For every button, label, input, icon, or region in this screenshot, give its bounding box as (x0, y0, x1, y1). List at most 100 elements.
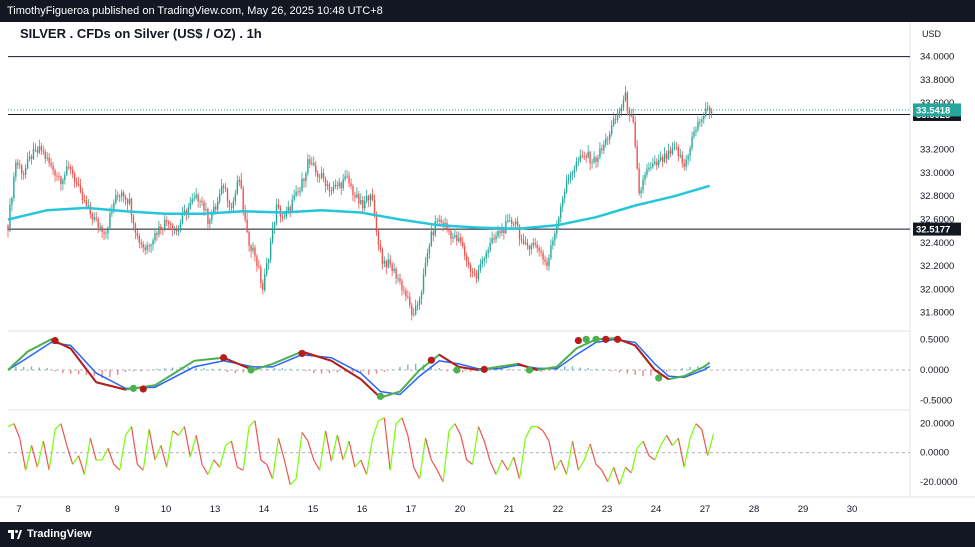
candle-body (493, 238, 495, 240)
candle-body (399, 277, 401, 282)
rsi-segment (642, 440, 650, 456)
candle-body (326, 184, 329, 187)
candle-body (120, 192, 123, 197)
crossover-dot (129, 384, 138, 392)
date-tick-label: 29 (798, 504, 809, 515)
rsi-segment (430, 459, 438, 471)
trading-chart[interactable]: 33.800033.600033.200033.000032.800032.60… (0, 0, 975, 522)
candle-body (346, 175, 348, 177)
candle-body (44, 151, 46, 159)
candle-body (246, 219, 248, 232)
candle-body (162, 228, 164, 230)
candle-body (497, 231, 499, 237)
candle-body (379, 244, 382, 250)
rsi-segment (595, 463, 603, 471)
histogram-bar (360, 370, 362, 374)
rsi-segment (77, 455, 86, 475)
candle-body (26, 159, 29, 169)
candle-body (403, 289, 405, 291)
candle-body (283, 216, 286, 218)
rsi-segment (424, 438, 432, 461)
histogram-bar (367, 370, 370, 375)
rsi-segment (295, 432, 303, 479)
candle-body (558, 217, 560, 224)
candle-body (569, 174, 572, 179)
candle-body (34, 149, 37, 150)
candle-body (514, 221, 517, 225)
candle-body (365, 195, 368, 202)
candle-body (99, 226, 101, 228)
rsi-segment (413, 467, 421, 480)
rsi-segment (113, 463, 121, 471)
candle-body (601, 148, 603, 151)
candle-body (32, 149, 35, 159)
histogram-bar (234, 370, 237, 374)
price-tick-label: 33.2000 (920, 145, 954, 156)
candle-body (667, 150, 670, 159)
candle-body (567, 178, 570, 181)
crossover-dot (427, 356, 435, 364)
candle-body (238, 179, 240, 182)
candle-body (107, 227, 109, 234)
candle-body (638, 168, 640, 194)
candle-body (636, 146, 638, 169)
candle-body (436, 220, 438, 222)
candle-body (297, 191, 299, 193)
rsi-segment (142, 429, 150, 471)
oscillator-falling-segment (458, 365, 479, 371)
candle-body (64, 174, 66, 180)
candle-body (485, 253, 487, 259)
candle-body (546, 261, 548, 267)
candle-body (520, 238, 523, 241)
price-tick-label: 32.0000 (920, 284, 954, 295)
candle-body (52, 165, 54, 171)
candle-body (650, 166, 652, 168)
histogram-bar (571, 366, 574, 370)
candle-body (469, 264, 472, 272)
currency-label[interactable]: USD (922, 29, 942, 39)
candle-body (477, 270, 480, 279)
histogram-bar (650, 370, 652, 376)
rsi-segment (172, 430, 179, 436)
candle-body (101, 226, 103, 232)
candle-body (113, 203, 115, 209)
candle-body (634, 122, 636, 147)
candle-body (195, 194, 197, 198)
rsi-segment (266, 464, 274, 480)
candle-body (526, 242, 529, 246)
candle-body (393, 268, 395, 271)
date-tick-label: 14 (259, 504, 270, 515)
rsi-segment (283, 459, 291, 485)
crossover-dot (655, 374, 663, 382)
candle-body (695, 130, 697, 132)
candle-body (362, 199, 364, 209)
rsi-segment (489, 461, 497, 475)
candle-body (191, 199, 193, 203)
rsi-segment (48, 429, 56, 471)
crossover-dot (376, 392, 384, 400)
candle-body (313, 163, 315, 166)
candle-body (289, 206, 291, 211)
histogram-bar (430, 366, 433, 370)
price-tick-label: 31.8000 (920, 308, 954, 319)
rsi-segment (42, 440, 50, 471)
footer-bar: TradingView (0, 522, 975, 547)
published-bar: TimothyFigueroa published on TradingView… (0, 0, 975, 22)
candle-body (154, 233, 156, 241)
candle-body (577, 161, 580, 163)
candle-body (589, 151, 591, 164)
candle-body (271, 227, 274, 243)
candle-body (138, 235, 141, 243)
candle-body (224, 187, 227, 189)
candle-body (60, 176, 62, 185)
rsi-segment (330, 435, 338, 462)
rsi-segment (30, 445, 38, 468)
candle-body (528, 245, 531, 250)
candle-body (511, 220, 513, 224)
candle-body (348, 175, 350, 184)
candle-body (440, 219, 442, 223)
candle-body (275, 204, 278, 224)
rsi-segment (466, 459, 473, 465)
candle-body (669, 150, 672, 154)
moving-average-line (7, 184, 711, 231)
